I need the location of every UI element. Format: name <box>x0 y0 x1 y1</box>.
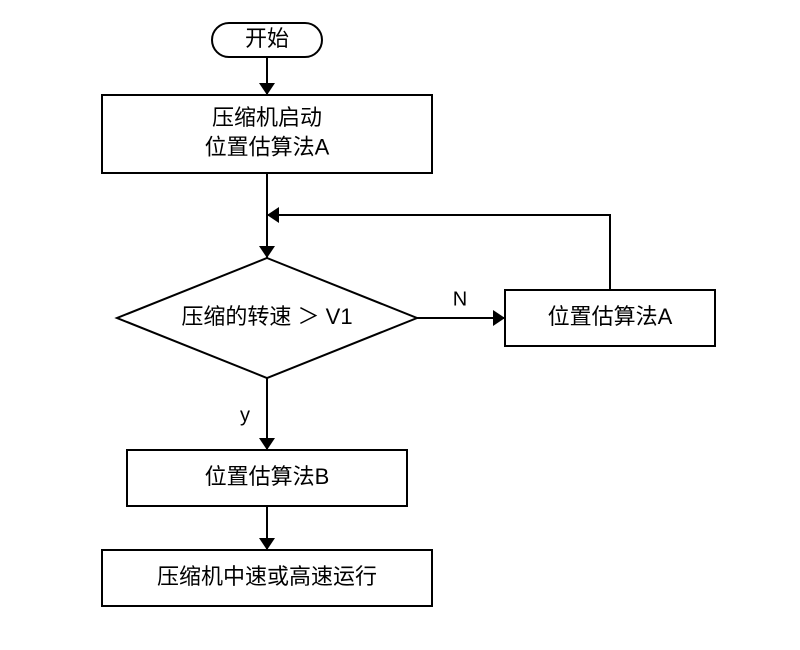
arrow-head <box>259 438 275 450</box>
arrow-head <box>259 538 275 550</box>
node-start: 开始 <box>212 23 322 57</box>
arrow-head <box>267 207 279 223</box>
node-text: 开始 <box>245 26 289 51</box>
node-text: 压缩的转速 ＞ V1 <box>181 304 352 329</box>
node-text: 压缩机启动 <box>212 105 322 130</box>
node-text: 压缩机中速或高速运行 <box>157 564 377 589</box>
node-text: 位置估算法B <box>205 464 330 489</box>
node-procB: 位置估算法B <box>127 450 407 506</box>
arrow-head <box>493 310 505 326</box>
edge-label: N <box>453 288 467 310</box>
node-procA: 压缩机启动位置估算法A <box>102 95 432 173</box>
node-text: 位置估算法A <box>548 304 673 329</box>
arrow-head <box>259 246 275 258</box>
node-decision: 压缩的转速 ＞ V1 <box>117 258 417 378</box>
edge-label: y <box>240 404 250 426</box>
arrow-head <box>259 83 275 95</box>
node-procA2: 位置估算法A <box>505 290 715 346</box>
node-procEnd: 压缩机中速或高速运行 <box>102 550 432 606</box>
node-text: 位置估算法A <box>205 135 330 160</box>
